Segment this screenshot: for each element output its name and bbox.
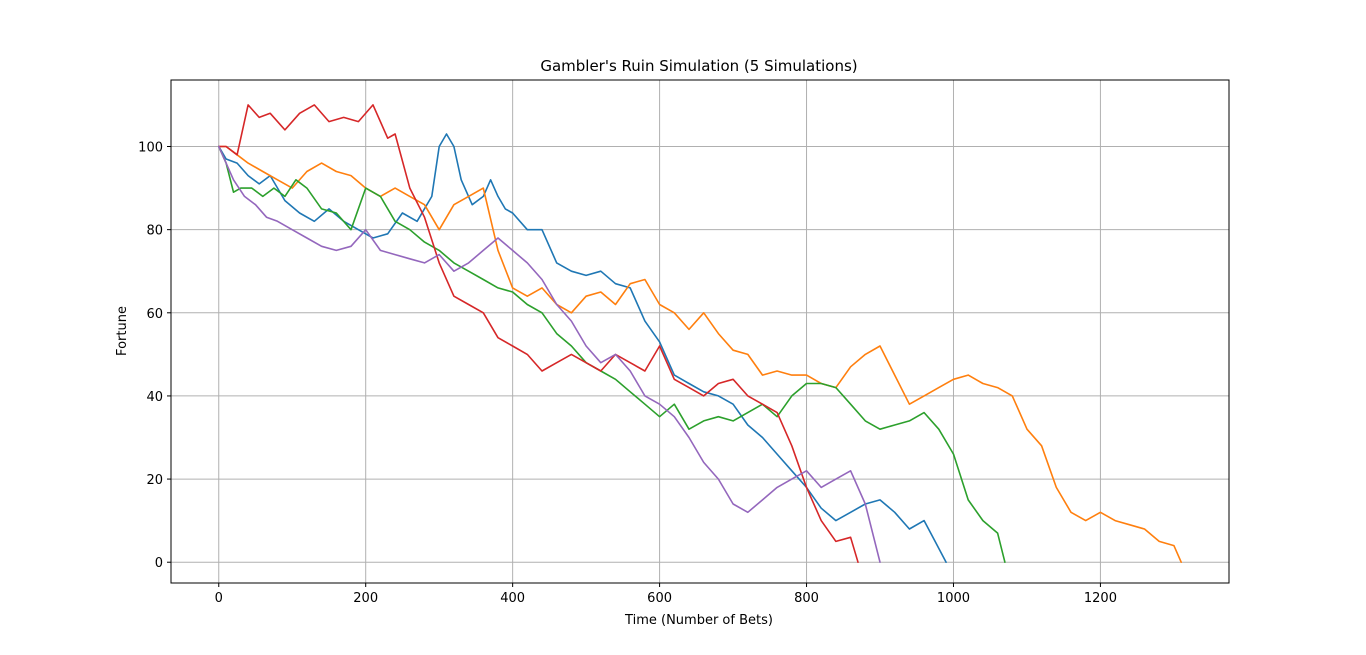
x-tick-label: 1200 [1084, 591, 1117, 606]
y-tick-label: 100 [138, 141, 163, 156]
series-line-3 [218, 145, 1006, 564]
series-line-1 [218, 133, 947, 564]
y-axis-ticks: 0 20 40 60 80 100 [138, 141, 171, 571]
plot-frame [170, 79, 1230, 584]
x-tick-label: 600 [647, 591, 672, 606]
x-tick-label: 800 [794, 591, 819, 606]
y-axis-label: Fortune [115, 306, 130, 356]
x-tick-label: 400 [500, 591, 525, 606]
x-axis-ticks: 0 200 400 600 800 1000 1200 [215, 583, 1117, 606]
series-line-4 [218, 104, 859, 564]
x-tick-label: 1000 [937, 591, 970, 606]
chart-title: Gambler's Ruin Simulation (5 Simulations… [540, 57, 857, 75]
y-tick-label: 80 [146, 224, 163, 239]
y-tick-label: 40 [146, 390, 163, 405]
x-tick-label: 200 [353, 591, 378, 606]
series-line-5 [218, 145, 881, 564]
series-layer [218, 104, 1182, 564]
y-tick-label: 60 [146, 307, 163, 322]
series-line-2 [218, 145, 1182, 564]
x-axis-label: Time (Number of Bets) [624, 613, 773, 628]
x-tick-label: 0 [215, 591, 223, 606]
y-tick-label: 0 [155, 556, 163, 571]
grid-lines [171, 80, 1229, 583]
y-tick-label: 20 [146, 473, 163, 488]
